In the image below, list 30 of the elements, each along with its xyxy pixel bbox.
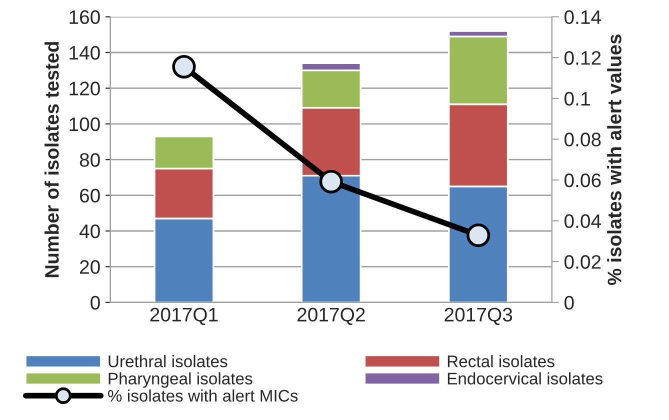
y-tick-label: 120 (70, 82, 100, 96)
legend-label: Rectal isolates (448, 355, 554, 368)
y2-tick-label: 0.1 (564, 92, 590, 106)
y-tick-label: 0 (90, 296, 100, 310)
y-tick-label: 160 (70, 10, 100, 24)
x-tick-label: 2017Q3 (444, 308, 512, 326)
point (172, 54, 196, 79)
y-tick-label: 100 (70, 117, 100, 132)
y2-axis-title: % isolates with alert values (607, 34, 622, 286)
y2-tick-label: 0.02 (564, 255, 601, 269)
point (319, 170, 343, 194)
legend-label: Pharyngeal isolates (108, 372, 252, 388)
y-tick-label: 140 (70, 46, 100, 60)
x-tick-label: 2017Q1 (150, 308, 218, 326)
y-tick-label: 40 (79, 224, 100, 238)
x-tick-label: 2017Q2 (298, 308, 365, 326)
legend-label: Endocervical isolates (448, 372, 603, 385)
y2-tick-label: 0.14 (564, 10, 602, 24)
y2-tick-label: 0 (564, 296, 574, 310)
point (466, 223, 490, 248)
y-tick-label: 60 (80, 188, 100, 203)
legend-label: Urethral isolates (108, 355, 228, 368)
legend-label: % isolates with alert MICs (108, 389, 298, 402)
y2-tick-label: 0.08 (564, 132, 601, 146)
y2-tick-label: 0.12 (564, 51, 601, 65)
y-axis-title: Number of isolates tested (44, 42, 59, 278)
y-tick-label: 20 (80, 260, 100, 274)
y2-tick-label: 0.04 (564, 214, 602, 228)
y-tick-label: 80 (80, 153, 100, 167)
y2-tick-label: 0.06 (564, 173, 601, 188)
